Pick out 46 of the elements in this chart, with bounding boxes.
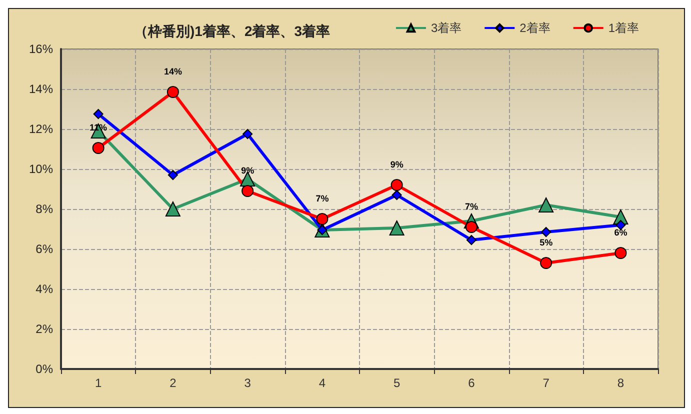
y-tick-label: 12%: [28, 122, 54, 136]
x-tick-label: 6: [468, 376, 476, 390]
point: [392, 190, 402, 200]
y-tick-label: 8%: [36, 202, 54, 216]
x-tick-label: 2: [170, 376, 177, 390]
data-label: 7%: [464, 202, 478, 212]
y-tick-label: 6%: [36, 242, 54, 256]
x-tick-label: 5: [393, 376, 400, 390]
y-tick-label: 16%: [28, 42, 54, 56]
point: [93, 109, 104, 119]
point: [465, 221, 478, 233]
y-tick-label: 10%: [28, 162, 54, 176]
data-label: 6%: [614, 228, 628, 238]
point: [242, 185, 254, 197]
legend-label: 2着率: [520, 21, 550, 35]
data-label: 5%: [540, 238, 553, 248]
point: [242, 129, 253, 139]
x-tick-label: 8: [617, 376, 624, 390]
x-tick-label: 1: [94, 376, 102, 390]
data-label: 9%: [390, 160, 404, 170]
point: [168, 170, 178, 180]
y-tick-label: 2%: [36, 322, 54, 336]
point: [538, 198, 554, 212]
point: [166, 86, 179, 98]
x-tick-label: 3: [244, 376, 252, 390]
point: [614, 247, 627, 259]
x-tick-label: 4: [318, 376, 326, 390]
point: [466, 235, 476, 245]
legend-label: 1着率: [608, 21, 640, 35]
chart-title: （枠番別)1着率、2着率、3着率: [134, 23, 330, 39]
data-label: 14%: [164, 66, 182, 76]
point: [390, 179, 403, 191]
point: [616, 220, 626, 230]
y-tick-label: 0%: [36, 362, 54, 376]
legend-label: 3着率: [430, 21, 462, 35]
x-tick-label: 7: [542, 376, 550, 390]
y-tick-label: 4%: [36, 282, 54, 296]
point: [389, 220, 404, 236]
point: [316, 213, 328, 225]
point: [165, 202, 180, 216]
y-tick-label: 14%: [28, 82, 54, 96]
point: [541, 227, 552, 237]
data-label: 9%: [241, 166, 254, 176]
data-label: 7%: [316, 194, 329, 204]
point: [92, 142, 104, 154]
point: [540, 257, 552, 269]
